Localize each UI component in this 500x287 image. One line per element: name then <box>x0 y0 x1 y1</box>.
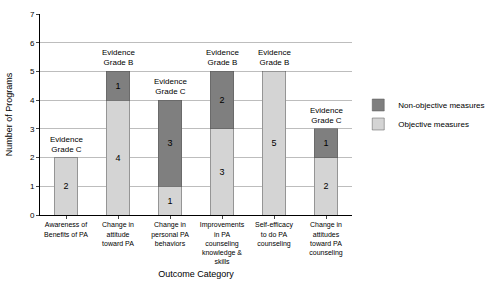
svg-text:5: 5 <box>271 138 276 148</box>
svg-text:Improvementsin PAcounselingkno: Improvementsin PAcounselingknowledge &sk… <box>200 221 245 264</box>
svg-text:1: 1 <box>167 196 172 206</box>
svg-text:Self-efficacyto do PAcounselin: Self-efficacyto do PAcounseling <box>255 221 293 247</box>
svg-text:0: 0 <box>30 211 35 220</box>
svg-text:EvidenceGrade C: EvidenceGrade C <box>154 77 187 96</box>
svg-text:Change inattitudetoward PA: Change inattitudetoward PA <box>102 221 134 246</box>
svg-text:2: 2 <box>219 95 224 105</box>
svg-text:1: 1 <box>30 182 35 191</box>
svg-text:Outcome Category: Outcome Category <box>158 269 234 279</box>
svg-text:2: 2 <box>63 181 68 191</box>
svg-text:3: 3 <box>30 125 35 134</box>
svg-text:1: 1 <box>115 81 120 91</box>
svg-text:Objective measures: Objective measures <box>398 120 469 129</box>
svg-text:2: 2 <box>30 153 35 162</box>
svg-text:6: 6 <box>30 39 35 48</box>
svg-text:Awareness ofBenefits of PA: Awareness ofBenefits of PA <box>44 221 88 237</box>
svg-text:4: 4 <box>115 153 120 163</box>
svg-text:5: 5 <box>30 67 35 76</box>
svg-text:2: 2 <box>323 181 328 191</box>
svg-text:1: 1 <box>323 138 328 148</box>
svg-text:Non-objective measures: Non-objective measures <box>398 101 484 110</box>
svg-text:Change inpersonal PAbehaviors: Change inpersonal PAbehaviors <box>151 221 189 246</box>
svg-text:3: 3 <box>167 138 172 148</box>
svg-text:3: 3 <box>219 167 224 177</box>
svg-text:EvidenceGrade B: EvidenceGrade B <box>206 48 239 67</box>
svg-text:Number of Programs: Number of Programs <box>4 72 14 156</box>
svg-text:EvidenceGrade B: EvidenceGrade B <box>102 48 135 67</box>
svg-text:Change inattitudestoward PAcou: Change inattitudestoward PAcounseling <box>309 221 343 256</box>
svg-text:EvidenceGrade C: EvidenceGrade C <box>310 106 343 125</box>
svg-text:EvidenceGrade B: EvidenceGrade B <box>258 48 291 67</box>
svg-text:EvidenceGrade C: EvidenceGrade C <box>50 135 83 154</box>
svg-text:7: 7 <box>30 10 35 19</box>
svg-text:4: 4 <box>30 96 35 105</box>
